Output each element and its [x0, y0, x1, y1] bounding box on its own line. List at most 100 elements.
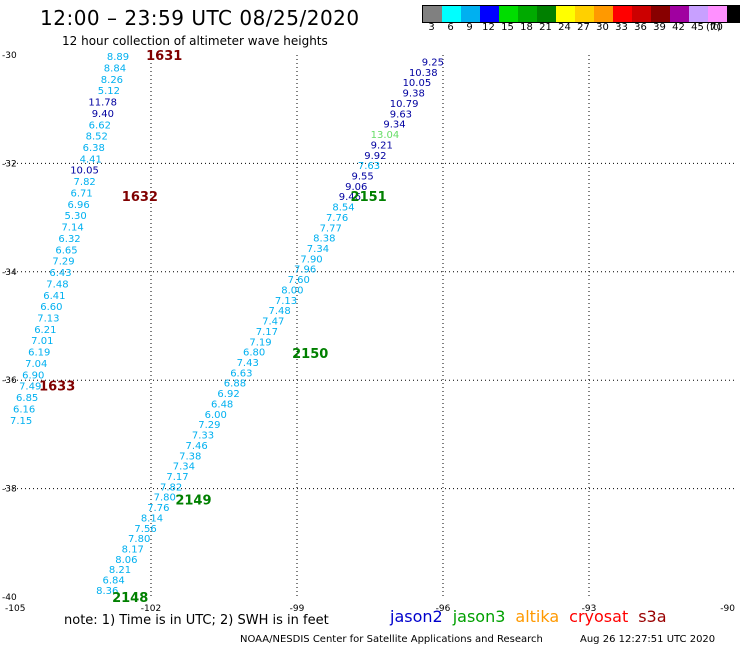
footer-timestamp: Aug 26 12:27:51 UTC 2020 [580, 634, 716, 645]
lon-tick-label: -93 [582, 604, 597, 614]
wave-height-value: 6.60 [40, 302, 62, 313]
wave-height-value: 8.26 [101, 75, 123, 86]
legend-label: 15 [501, 22, 514, 33]
track-id-label: 2151 [351, 190, 387, 205]
wave-height-value: 7.77 [320, 223, 342, 234]
wave-height-value: 7.17 [166, 472, 188, 483]
wave-height-value: 7.76 [147, 503, 169, 514]
wave-height-value: 13.04 [371, 130, 400, 141]
wave-height-value: 9.06 [345, 182, 367, 193]
wave-height-value: 8.84 [104, 63, 126, 74]
wave-height-value: 7.29 [198, 420, 220, 431]
legend-label: 42 [672, 22, 685, 33]
wave-height-value: 6.84 [103, 576, 125, 587]
wave-height-value: 9.25 [422, 58, 444, 69]
wave-height-value: 6.38 [83, 143, 105, 154]
footer-credit: NOAA/NESDIS Center for Satellite Applica… [240, 634, 543, 645]
wave-height-value: 7.49 [19, 382, 41, 393]
legend-label: 3 [428, 22, 435, 33]
track-id-label: 1633 [39, 380, 75, 395]
page-title: 12:00 – 23:59 UTC 08/25/2020 [40, 6, 360, 30]
legend-swatch [575, 6, 594, 22]
legend-label: 6 [447, 22, 454, 33]
wave-height-value: 7.96 [294, 265, 316, 276]
wave-height-value: 9.55 [351, 171, 373, 182]
wave-height-value: 9.40 [92, 109, 114, 120]
lon-tick-label: -99 [290, 604, 305, 614]
wave-height-value: 7.46 [186, 441, 208, 452]
legend-swatch [461, 6, 480, 22]
wave-height-value: 7.33 [192, 431, 214, 442]
wave-height-value: 9.21 [371, 140, 393, 151]
wave-height-value: 7.63 [358, 161, 380, 172]
legend-label: 39 [653, 22, 666, 33]
wave-height-value: 7.13 [37, 313, 59, 324]
wave-height-value: 9.38 [403, 89, 425, 100]
satellite-name: s3a [638, 607, 667, 626]
track-id-label: 2150 [292, 347, 328, 362]
wave-height-value: 5.12 [98, 86, 120, 97]
wave-height-value: 6.62 [89, 120, 111, 131]
wave-height-value: 8.52 [86, 132, 108, 143]
legend-swatch [613, 6, 632, 22]
wave-height-value: 7.60 [288, 275, 310, 286]
satellite-name: altika [515, 607, 560, 626]
wave-height-value: 7.34 [173, 462, 195, 473]
wave-height-value: 7.48 [268, 306, 290, 317]
legend-label: 21 [539, 22, 552, 33]
wave-height-value: 4.41 [80, 154, 102, 165]
wave-height-value: 7.04 [25, 359, 47, 370]
wave-height-value: 7.15 [10, 416, 32, 427]
lon-tick-label: -102 [141, 604, 161, 614]
wave-height-value: 7.80 [128, 534, 150, 545]
wave-height-value: 6.21 [34, 325, 56, 336]
legend-label: 70 [710, 22, 723, 33]
wave-height-value: 8.38 [313, 234, 335, 245]
wave-height-value: 7.13 [275, 296, 297, 307]
legend-label: 9 [466, 22, 473, 33]
legend-swatch [708, 6, 727, 22]
wave-height-value: 8.00 [281, 285, 303, 296]
wave-height-value: 6.19 [28, 348, 50, 359]
wave-height-value: 7.76 [326, 213, 348, 224]
satellite-legend: jason2 jason3 altika cryosat s3a [390, 607, 677, 626]
legend-label: 27 [577, 22, 590, 33]
legend-swatch [632, 6, 651, 22]
legend-swatch [651, 6, 670, 22]
wave-height-value: 7.56 [134, 524, 156, 535]
wave-height-value: 10.38 [409, 68, 438, 79]
satellite-name: jason3 [452, 607, 506, 626]
color-legend [422, 5, 740, 23]
legend-label: 24 [558, 22, 571, 33]
wave-height-value: 9.34 [383, 120, 405, 131]
wave-height-value: 6.85 [16, 393, 38, 404]
wave-height-value: 7.80 [154, 493, 176, 504]
wave-height-value: 6.63 [230, 368, 252, 379]
legend-swatch [670, 6, 689, 22]
legend-swatch [594, 6, 613, 22]
legend-label: 33 [615, 22, 628, 33]
wave-height-value: 8.54 [332, 203, 354, 214]
wave-height-value: 5.30 [64, 211, 86, 222]
wave-height-value: 7.01 [31, 336, 53, 347]
legend-swatch [480, 6, 499, 22]
wave-height-value: 8.36 [96, 586, 118, 597]
lat-tick-label: -38 [2, 485, 17, 495]
wave-height-value: 9.46 [339, 192, 361, 203]
satellite-name: cryosat [569, 607, 629, 626]
wave-height-value: 10.05 [403, 78, 432, 89]
lat-tick-label: -36 [2, 376, 17, 386]
lat-tick-label: -30 [2, 51, 17, 61]
wave-height-value: 7.48 [46, 279, 68, 290]
wave-height-value: 9.63 [390, 109, 412, 120]
wave-height-value: 10.79 [390, 99, 419, 110]
wave-height-value: 6.88 [224, 379, 246, 390]
wave-height-value: 8.89 [107, 52, 129, 63]
wave-height-value: 6.96 [67, 200, 89, 211]
wave-height-value: 8.21 [109, 565, 131, 576]
wave-height-value: 7.17 [256, 327, 278, 338]
wave-height-value: 6.92 [217, 389, 239, 400]
legend-swatch [518, 6, 537, 22]
wave-height-value: 6.43 [49, 268, 71, 279]
